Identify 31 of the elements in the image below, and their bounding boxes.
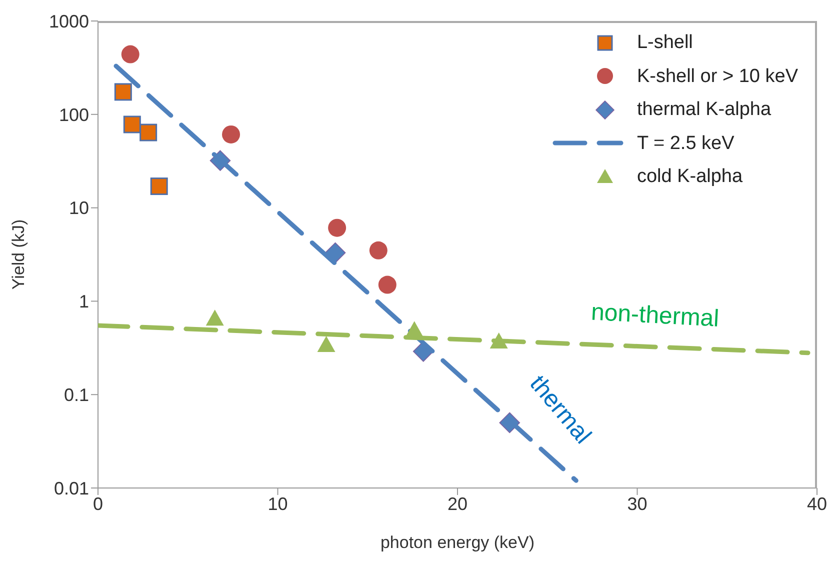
point: [123, 116, 141, 134]
point: [150, 178, 168, 196]
legend-label: thermal K-alpha: [636, 98, 772, 122]
x-tick-label: 20: [447, 494, 468, 514]
legend-label: cold K-alpha: [636, 165, 743, 189]
point: [328, 218, 346, 237]
y-tick-label: 1000: [48, 11, 89, 32]
y-tick-label: 0.1: [64, 384, 89, 405]
point: [369, 241, 388, 260]
y-tick-label: 10: [68, 198, 89, 218]
legend-label: T = 2.5 keV: [636, 132, 734, 156]
point: [317, 336, 336, 352]
x-tick-label: 30: [627, 494, 648, 514]
point: [222, 125, 240, 144]
point: [121, 45, 140, 64]
y-tick-label: 0.01: [54, 478, 89, 498]
point: [206, 310, 224, 326]
y-axis-title: Yield (kJ): [9, 219, 28, 290]
legend-label: K-shell or > 10 keV: [636, 64, 798, 88]
x-tick-label: 40: [806, 494, 828, 514]
point: [114, 83, 132, 101]
point: [140, 124, 158, 142]
y-tick-label: 100: [58, 104, 89, 125]
annotation: non-thermal: [590, 298, 720, 334]
y-tick-label: 1: [78, 292, 89, 312]
x-tick-label: 0: [92, 494, 104, 514]
legend-label: L-shell: [636, 31, 693, 55]
point: [378, 276, 396, 294]
x-tick-label: 10: [268, 494, 288, 514]
point: [324, 242, 346, 264]
x-axis-title: photon energy (keV): [380, 533, 535, 552]
